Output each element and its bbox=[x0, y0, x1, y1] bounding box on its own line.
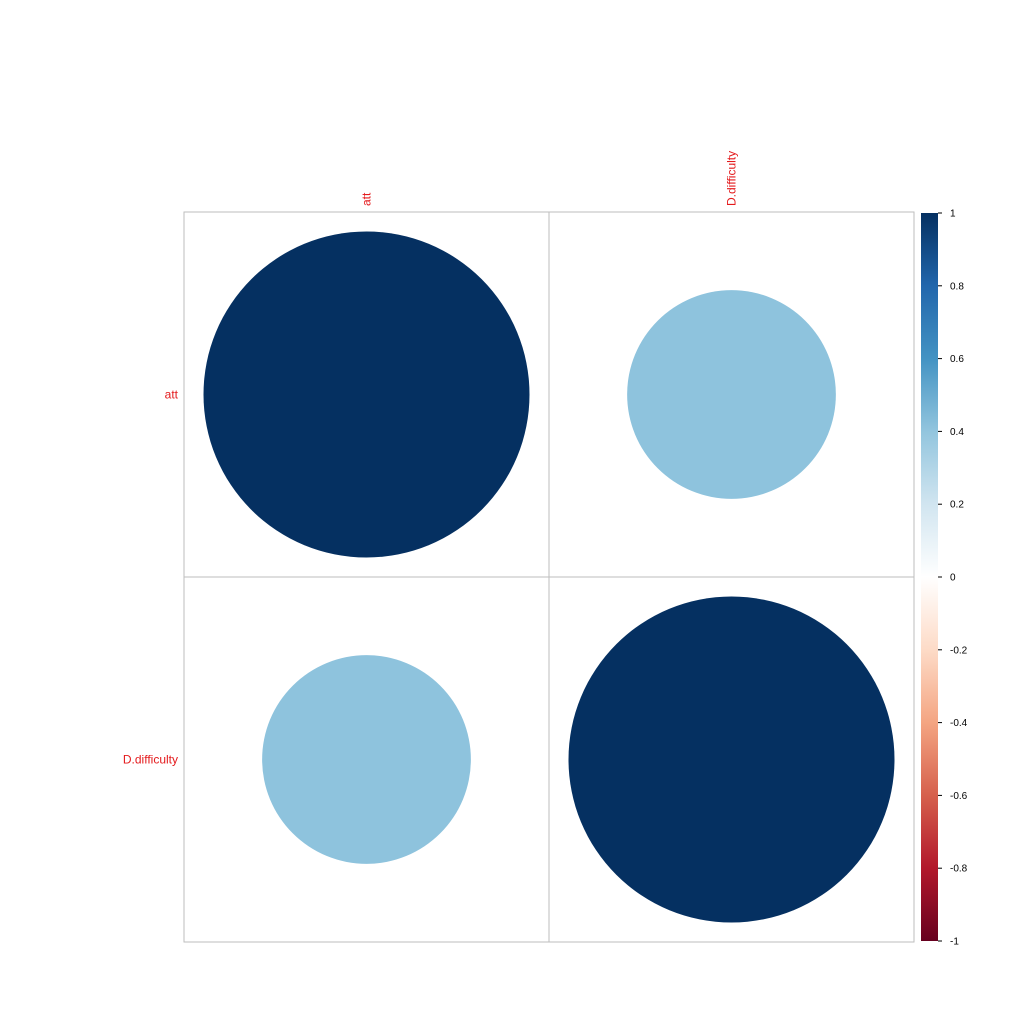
corr-circle-D.difficulty-D.difficulty bbox=[568, 596, 895, 923]
colorbar-gradient bbox=[921, 213, 938, 941]
row-label: D.difficulty bbox=[123, 753, 178, 767]
colorbar-tick-label: 0.4 bbox=[950, 427, 964, 438]
correlation-circles bbox=[203, 231, 895, 923]
colorbar-tick-label: 0 bbox=[950, 573, 956, 584]
colorbar-tick-label: -0.8 bbox=[950, 864, 968, 875]
row-label: att bbox=[165, 388, 179, 402]
corr-circle-att-att bbox=[203, 231, 530, 558]
colorbar-tick-label: 0.8 bbox=[950, 281, 964, 292]
colorbar-tick-label: -1 bbox=[950, 937, 959, 948]
column-labels: att D.difficulty bbox=[360, 151, 739, 206]
row-labels: att D.difficulty bbox=[123, 388, 179, 767]
corr-circle-D.difficulty-att bbox=[262, 655, 471, 864]
colorbar-tick-label: -0.6 bbox=[950, 791, 968, 802]
colorbar-tick-label: 0.2 bbox=[950, 500, 964, 511]
column-label: att bbox=[360, 192, 374, 206]
column-label: D.difficulty bbox=[725, 151, 739, 206]
color-legend: 1 0.8 0.6 0.4 0.2 0 -0.2 -0.4 -0.6 -0.8 -1 bbox=[921, 209, 968, 948]
corr-circle-att-D.difficulty bbox=[627, 290, 836, 499]
colorbar-tick-label: 1 bbox=[950, 209, 956, 220]
colorbar-tick-label: -0.4 bbox=[950, 718, 968, 729]
colorbar-tick-label: -0.2 bbox=[950, 645, 968, 656]
colorbar-tick-label: 0.6 bbox=[950, 354, 964, 365]
